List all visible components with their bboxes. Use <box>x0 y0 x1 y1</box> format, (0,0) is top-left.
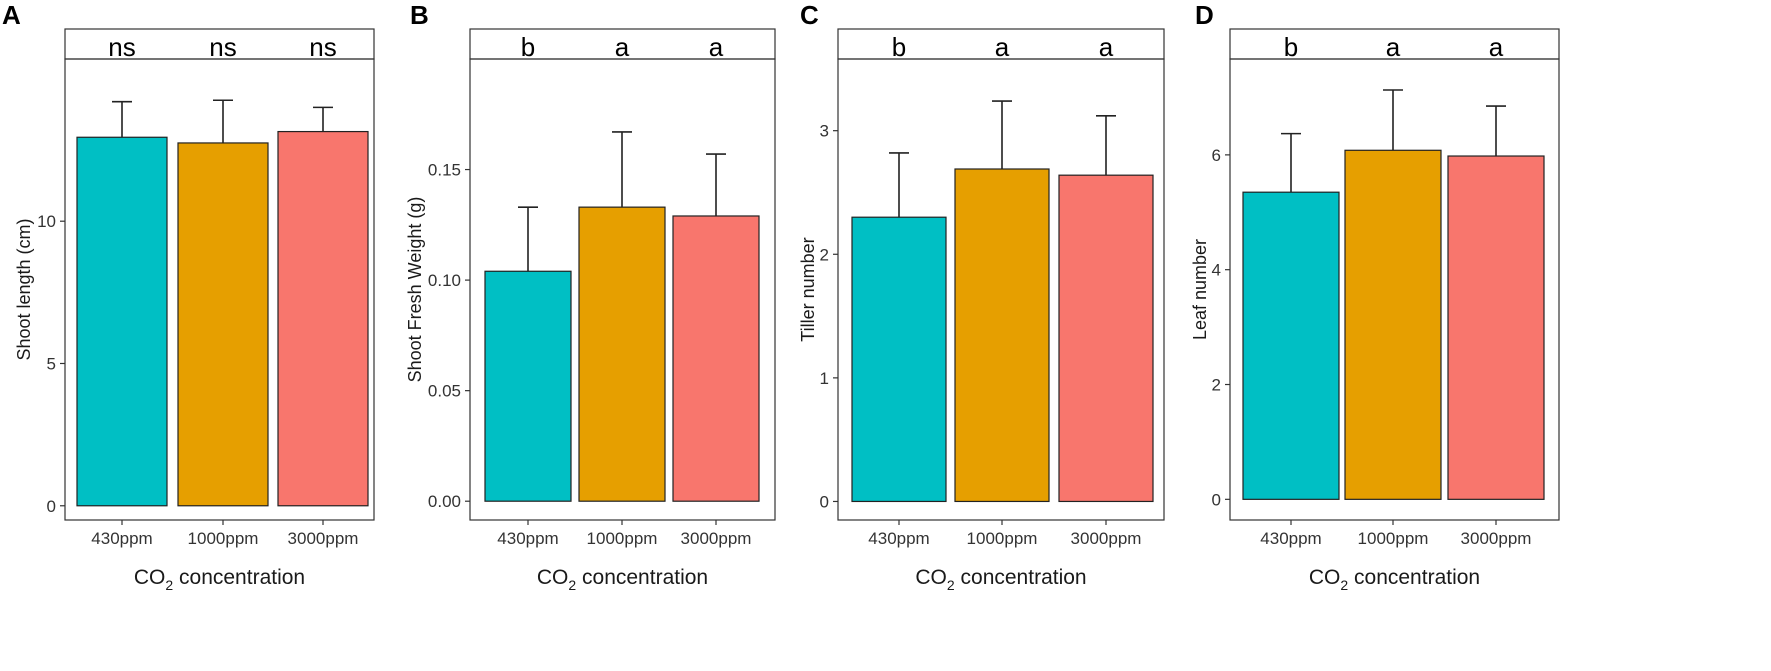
plot-frame-a <box>64 58 375 521</box>
bar-a-1000ppm <box>177 142 269 507</box>
significance-label-a-1000ppm: ns <box>209 32 236 62</box>
significance-label-c-3000ppm: a <box>1099 32 1114 62</box>
significance-label-a-3000ppm: ns <box>309 32 336 62</box>
y-tick-label-a: 5 <box>47 354 56 373</box>
y-tick-label-b: 0.15 <box>428 161 461 180</box>
x-tick-label-d-430ppm: 430ppm <box>1260 529 1321 548</box>
x-axis-title-c: CO2 concentration <box>915 566 1086 593</box>
x-tick-label-d-3000ppm: 3000ppm <box>1461 529 1532 548</box>
y-tick-label-d: 6 <box>1212 146 1221 165</box>
y-axis-title-a: Shoot length (cm) <box>14 218 34 360</box>
x-tick-label-d-1000ppm: 1000ppm <box>1358 529 1429 548</box>
bar-d-1000ppm <box>1344 149 1442 500</box>
bar-d-430ppm <box>1242 191 1340 500</box>
significance-label-c-1000ppm: a <box>995 32 1010 62</box>
plot-frame-d <box>1229 58 1560 521</box>
significance-label-b-3000ppm: a <box>709 32 724 62</box>
bar-c-430ppm <box>851 216 947 503</box>
y-tick-label-c: 1 <box>820 369 829 388</box>
x-axis-title-b: CO2 concentration <box>537 566 708 593</box>
y-tick-label-d: 4 <box>1212 261 1221 280</box>
bar-c-1000ppm <box>954 168 1050 503</box>
x-tick-label-b-1000ppm: 1000ppm <box>587 529 658 548</box>
bar-d-3000ppm <box>1447 155 1545 500</box>
x-tick-label-c-3000ppm: 3000ppm <box>1071 529 1142 548</box>
panel-letter-a: A <box>2 0 21 30</box>
y-tick-label-b: 0.10 <box>428 271 461 290</box>
y-axis-title-d: Leaf number <box>1190 239 1210 340</box>
panel-letter-b: B <box>410 0 429 30</box>
y-axis-title-b: Shoot Fresh Weight (g) <box>405 197 425 383</box>
facet-strip-a <box>64 28 375 60</box>
bar-a-3000ppm <box>277 130 369 507</box>
panel-letter-d: D <box>1195 0 1214 30</box>
y-tick-label-a: 10 <box>37 212 56 231</box>
x-tick-label-a-3000ppm: 3000ppm <box>288 529 359 548</box>
significance-label-b-430ppm: b <box>521 32 535 62</box>
y-tick-label-c: 2 <box>820 245 829 264</box>
x-axis-title-a: CO2 concentration <box>134 566 305 593</box>
panel-letter-c: C <box>800 0 819 30</box>
x-axis-title-d: CO2 concentration <box>1309 566 1480 593</box>
panel-d: D 0 2 4 6 Leaf number b 430ppm a 1000ppm a 3000ppm C… <box>1190 0 1560 593</box>
significance-label-a-430ppm: ns <box>108 32 135 62</box>
significance-label-d-3000ppm: a <box>1489 32 1504 62</box>
x-tick-label-c-430ppm: 430ppm <box>868 529 929 548</box>
bar-b-3000ppm <box>672 215 760 502</box>
x-tick-label-a-1000ppm: 1000ppm <box>188 529 259 548</box>
y-tick-label-c: 3 <box>820 122 829 141</box>
bar-b-1000ppm <box>578 206 666 502</box>
y-tick-label-c: 0 <box>820 492 829 511</box>
y-tick-label-b: 0.05 <box>428 382 461 401</box>
facet-strip-d <box>1229 28 1560 60</box>
bar-c-3000ppm <box>1058 174 1154 503</box>
x-tick-label-c-1000ppm: 1000ppm <box>967 529 1038 548</box>
significance-label-b-1000ppm: a <box>615 32 630 62</box>
bar-a-430ppm <box>76 136 168 507</box>
facet-strip-c <box>837 28 1165 60</box>
bar-b-430ppm <box>484 270 572 502</box>
plot-frame-c <box>837 58 1165 521</box>
y-tick-label-a: 0 <box>47 497 56 516</box>
x-tick-label-a-430ppm: 430ppm <box>91 529 152 548</box>
y-tick-label-d: 0 <box>1212 490 1221 509</box>
y-tick-label-b: 0.00 <box>428 492 461 511</box>
significance-label-d-430ppm: b <box>1284 32 1298 62</box>
y-tick-label-d: 2 <box>1212 376 1221 395</box>
significance-label-d-1000ppm: a <box>1386 32 1401 62</box>
x-tick-label-b-430ppm: 430ppm <box>497 529 558 548</box>
significance-label-c-430ppm: b <box>892 32 906 62</box>
y-axis-title-c: Tiller number <box>798 237 818 341</box>
x-tick-label-b-3000ppm: 3000ppm <box>681 529 752 548</box>
panel-c: C 0 1 2 3 Tiller number b 430ppm a 1000ppm a 3000pp… <box>798 0 1165 593</box>
